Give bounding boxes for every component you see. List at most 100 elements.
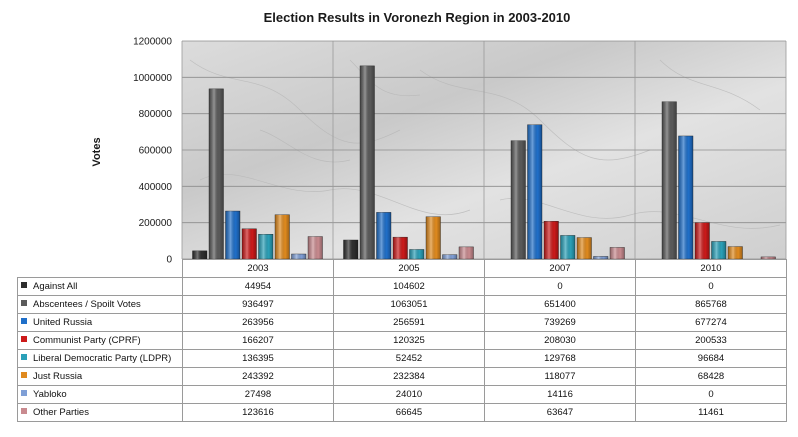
legend-swatch (21, 390, 27, 397)
legend-entry: Abscentees / Spoilt Votes (17, 295, 183, 314)
data-label: 63647 (484, 403, 636, 422)
bar-highlight (409, 249, 424, 259)
bar-highlight (459, 246, 474, 259)
table-row: Abscentees / Spoilt Votes 936497 1063051… (17, 295, 787, 314)
category-label: 2007 (484, 259, 636, 278)
bar-highlight (728, 246, 743, 259)
table-row: Just Russia 243392 232384 118077 68428 (17, 367, 787, 386)
legend-swatch (21, 300, 27, 307)
legend-label: Other Parties (33, 407, 89, 418)
data-label: 129768 (484, 349, 636, 368)
category-dividers (181, 41, 787, 259)
table-row: Liberal Democratic Party (LDPR) 136395 5… (17, 349, 787, 368)
bar-highlight (192, 250, 207, 259)
bar-highlight (242, 228, 257, 259)
data-label: 677274 (635, 313, 787, 332)
legend-label: Liberal Democratic Party (LDPR) (33, 353, 172, 364)
bar-highlight (343, 239, 358, 259)
data-label: 243392 (182, 367, 334, 386)
data-label: 263956 (182, 313, 334, 332)
data-label: 120325 (333, 331, 485, 350)
data-label: 1063051 (333, 295, 485, 314)
data-label: 0 (635, 385, 787, 404)
y-axis-label: Votes (91, 137, 103, 166)
bar-highlight (610, 247, 625, 259)
y-tick-label: 1200000 (133, 37, 172, 48)
data-label: 136395 (182, 349, 334, 368)
legend-label: Communist Party (CPRF) (33, 335, 141, 346)
legend-swatch (21, 336, 27, 343)
bar-highlight (291, 254, 306, 259)
data-label: 166207 (182, 331, 334, 350)
data-table: 2003 2005 2007 2010 Against All 44954 10… (17, 259, 787, 422)
bar-highlight (577, 237, 592, 259)
bar-highlight (544, 221, 559, 259)
data-label: 44954 (182, 277, 334, 296)
legend-swatch (21, 282, 27, 289)
bar-highlight (393, 237, 408, 259)
table-row: Yabloko 27498 24010 14116 0 (17, 385, 787, 404)
data-label: 256591 (333, 313, 485, 332)
data-label: 11461 (635, 403, 787, 422)
data-label: 0 (635, 277, 787, 296)
legend-entry: Other Parties (17, 403, 183, 422)
bar-highlight (442, 254, 457, 259)
data-label: 27498 (182, 385, 334, 404)
legend-entry: Against All (17, 277, 183, 296)
data-label: 24010 (333, 385, 485, 404)
plot-background-texture (189, 59, 781, 229)
table-row: Against All 44954 104602 0 0 (17, 277, 787, 296)
bar-highlight (308, 236, 323, 259)
bar-highlight (527, 124, 542, 259)
table-row: Other Parties 123616 66645 63647 11461 (17, 403, 787, 422)
legend-label: Just Russia (33, 371, 83, 382)
data-label: 14116 (484, 385, 636, 404)
data-label: 739269 (484, 313, 636, 332)
bars (192, 65, 776, 260)
bar-highlight (209, 88, 224, 259)
bar-highlight (761, 256, 776, 259)
legend-entry: Liberal Democratic Party (LDPR) (17, 349, 183, 368)
table-row: Communist Party (CPRF) 166207 120325 208… (17, 331, 787, 350)
bar-highlight (426, 216, 441, 259)
y-tick-label: 400000 (139, 182, 173, 193)
legend-swatch (21, 372, 27, 379)
category-label: 2005 (333, 259, 485, 278)
legend-label: United Russia (33, 317, 93, 328)
legend-entry: United Russia (17, 313, 183, 332)
bar-highlight (511, 140, 526, 259)
data-label: 232384 (333, 367, 485, 386)
bar-highlight (662, 101, 677, 259)
legend-swatch (21, 318, 27, 325)
data-label: 123616 (182, 403, 334, 422)
bar-highlight (711, 241, 726, 259)
legend-swatch (21, 408, 27, 415)
table-header-row: 2003 2005 2007 2010 (17, 259, 787, 278)
bar-highlight (376, 212, 391, 259)
bar-highlight (258, 234, 273, 259)
bar-highlight (275, 214, 290, 259)
bar-highlight (225, 211, 240, 259)
bar-highlight (560, 235, 575, 259)
data-label: 651400 (484, 295, 636, 314)
legend-entry: Communist Party (CPRF) (17, 331, 183, 350)
data-label: 52452 (333, 349, 485, 368)
table-row: United Russia 263956 256591 739269 67727… (17, 313, 787, 332)
data-label: 0 (484, 277, 636, 296)
data-label: 104602 (333, 277, 485, 296)
legend-entry: Just Russia (17, 367, 183, 386)
category-label: 2003 (182, 259, 334, 278)
legend-entry: Yabloko (17, 385, 183, 404)
y-tick-label: 200000 (139, 218, 173, 229)
y-tick-label: 800000 (139, 109, 173, 120)
bar-highlight (360, 65, 375, 260)
bar-highlight (678, 135, 693, 259)
legend-label: Abscentees / Spoilt Votes (33, 299, 141, 310)
data-label: 118077 (484, 367, 636, 386)
legend-label: Yabloko (33, 389, 67, 400)
data-label: 66645 (333, 403, 485, 422)
legend-label: Against All (33, 281, 78, 292)
data-label: 200533 (635, 331, 787, 350)
